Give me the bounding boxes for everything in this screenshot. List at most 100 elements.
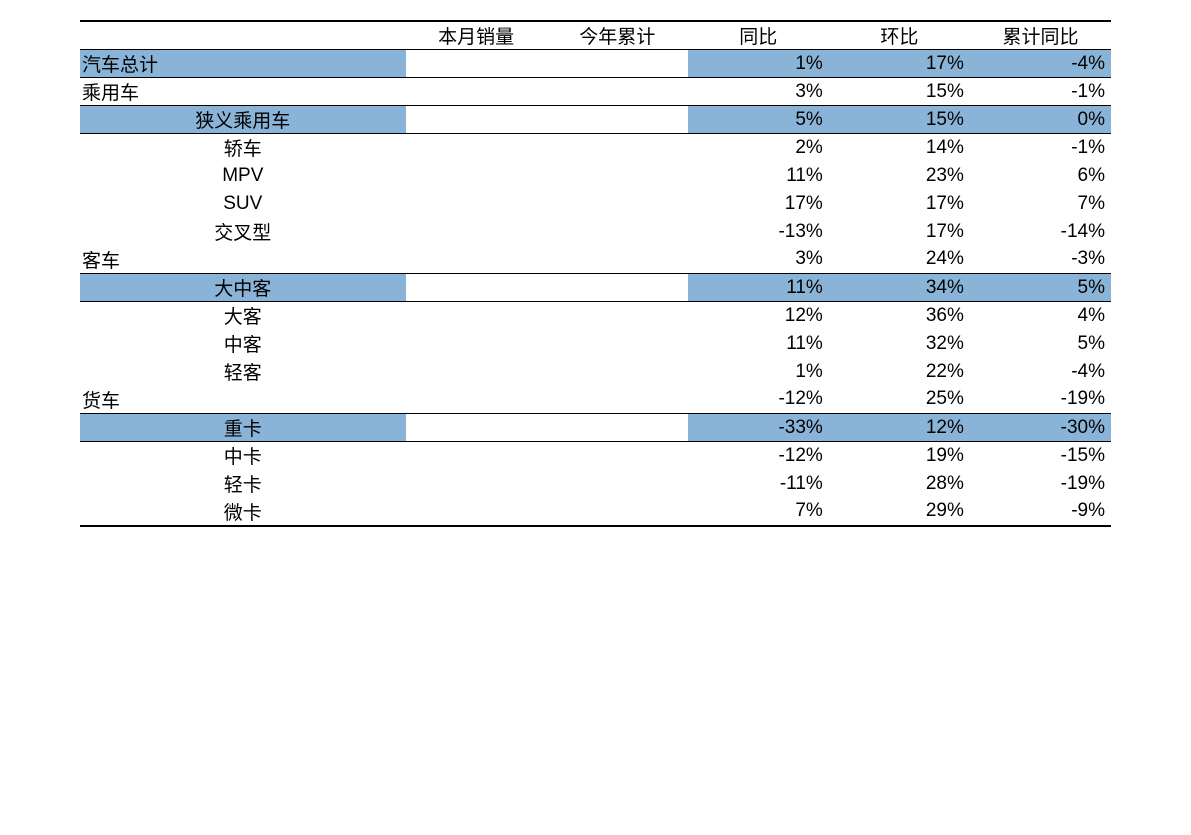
cell-mom: 36% [829, 302, 970, 330]
table-row: 交叉型-13%17%-14% [80, 218, 1111, 246]
cell-month-sales [406, 134, 547, 162]
row-label: SUV [80, 190, 406, 218]
cell-ytd-total [547, 358, 688, 386]
cell-month-sales [406, 106, 547, 134]
col-header-ytd-yoy: 累计同比 [970, 21, 1111, 50]
cell-month-sales [406, 414, 547, 442]
cell-ytd-total [547, 134, 688, 162]
cell-month-sales [406, 330, 547, 358]
cell-ytd-yoy: -1% [970, 134, 1111, 162]
cell-ytd-total [547, 330, 688, 358]
table-row: 客车3%24%-3% [80, 246, 1111, 274]
cell-month-sales [406, 246, 547, 274]
cell-yoy: 3% [688, 246, 829, 274]
row-label: 货车 [80, 386, 406, 414]
row-label: 中卡 [80, 442, 406, 470]
table-row: 轻卡 -11%28%-19% [80, 470, 1111, 498]
cell-mom: 34% [829, 274, 970, 302]
row-label: 大客 [80, 302, 406, 330]
cell-yoy: -12% [688, 386, 829, 414]
cell-yoy: 2% [688, 134, 829, 162]
cell-ytd-yoy: -14% [970, 218, 1111, 246]
row-label: MPV [80, 162, 406, 190]
cell-yoy: 7% [688, 498, 829, 526]
cell-month-sales [406, 274, 547, 302]
table-row: MPV11%23%6% [80, 162, 1111, 190]
table-row: 微卡 7%29%-9% [80, 498, 1111, 526]
cell-ytd-yoy: 7% [970, 190, 1111, 218]
cell-mom: 19% [829, 442, 970, 470]
cell-month-sales [406, 498, 547, 526]
cell-mom: 15% [829, 78, 970, 106]
cell-ytd-yoy: -1% [970, 78, 1111, 106]
row-label: 微卡 [80, 498, 406, 526]
cell-ytd-total [547, 498, 688, 526]
cell-ytd-yoy: -30% [970, 414, 1111, 442]
table-row: 汽车总计1%17%-4% [80, 50, 1111, 78]
table-row: 轿车 2%14%-1% [80, 134, 1111, 162]
cell-ytd-yoy: -9% [970, 498, 1111, 526]
cell-ytd-yoy: -4% [970, 50, 1111, 78]
col-header-ytd-total: 今年累计 [547, 21, 688, 50]
cell-ytd-total [547, 470, 688, 498]
sales-table: 本月销量 今年累计 同比 环比 累计同比 汽车总计1%17%-4%乘用车3%15… [80, 20, 1111, 527]
table-row: 轻客1%22%-4% [80, 358, 1111, 386]
cell-mom: 22% [829, 358, 970, 386]
table-row: SUV17%17%7% [80, 190, 1111, 218]
col-header-month-sales: 本月销量 [406, 21, 547, 50]
cell-ytd-yoy: -19% [970, 470, 1111, 498]
cell-ytd-total [547, 190, 688, 218]
row-label: 重卡 [80, 414, 406, 442]
cell-ytd-total [547, 218, 688, 246]
cell-month-sales [406, 162, 547, 190]
row-label: 轻卡 [80, 470, 406, 498]
cell-ytd-total [547, 246, 688, 274]
row-label: 客车 [80, 246, 406, 274]
table-row: 货车-12%25%-19% [80, 386, 1111, 414]
col-header-yoy: 同比 [688, 21, 829, 50]
table-row: 重卡-33%12%-30% [80, 414, 1111, 442]
table-row: 中客 11%32%5% [80, 330, 1111, 358]
cell-mom: 28% [829, 470, 970, 498]
col-header-mom: 环比 [829, 21, 970, 50]
cell-mom: 17% [829, 50, 970, 78]
row-label: 大中客 [80, 274, 406, 302]
cell-month-sales [406, 442, 547, 470]
cell-yoy: 5% [688, 106, 829, 134]
row-label: 狭义乘用车 [80, 106, 406, 134]
cell-yoy: -13% [688, 218, 829, 246]
cell-yoy: -11% [688, 470, 829, 498]
cell-yoy: 1% [688, 50, 829, 78]
row-label: 中客 [80, 330, 406, 358]
cell-yoy: 12% [688, 302, 829, 330]
cell-ytd-total [547, 50, 688, 78]
cell-yoy: -12% [688, 442, 829, 470]
cell-mom: 14% [829, 134, 970, 162]
cell-month-sales [406, 470, 547, 498]
table-row: 中卡-12%19%-15% [80, 442, 1111, 470]
cell-mom: 29% [829, 498, 970, 526]
cell-month-sales [406, 302, 547, 330]
table-row: 乘用车3%15%-1% [80, 78, 1111, 106]
cell-mom: 17% [829, 190, 970, 218]
cell-mom: 32% [829, 330, 970, 358]
cell-month-sales [406, 50, 547, 78]
cell-ytd-yoy: 0% [970, 106, 1111, 134]
cell-ytd-total [547, 162, 688, 190]
cell-yoy: 11% [688, 330, 829, 358]
row-label: 轿车 [80, 134, 406, 162]
cell-month-sales [406, 190, 547, 218]
cell-yoy: 17% [688, 190, 829, 218]
cell-ytd-total [547, 274, 688, 302]
cell-ytd-yoy: -3% [970, 246, 1111, 274]
cell-yoy: 11% [688, 162, 829, 190]
cell-ytd-total [547, 442, 688, 470]
cell-ytd-yoy: -19% [970, 386, 1111, 414]
cell-mom: 23% [829, 162, 970, 190]
table-body: 汽车总计1%17%-4%乘用车3%15%-1%狭义乘用车5%15%0%轿车2%1… [80, 50, 1111, 526]
cell-ytd-total [547, 106, 688, 134]
cell-ytd-yoy: 5% [970, 330, 1111, 358]
cell-month-sales [406, 78, 547, 106]
table-header: 本月销量 今年累计 同比 环比 累计同比 [80, 21, 1111, 50]
cell-yoy: 3% [688, 78, 829, 106]
